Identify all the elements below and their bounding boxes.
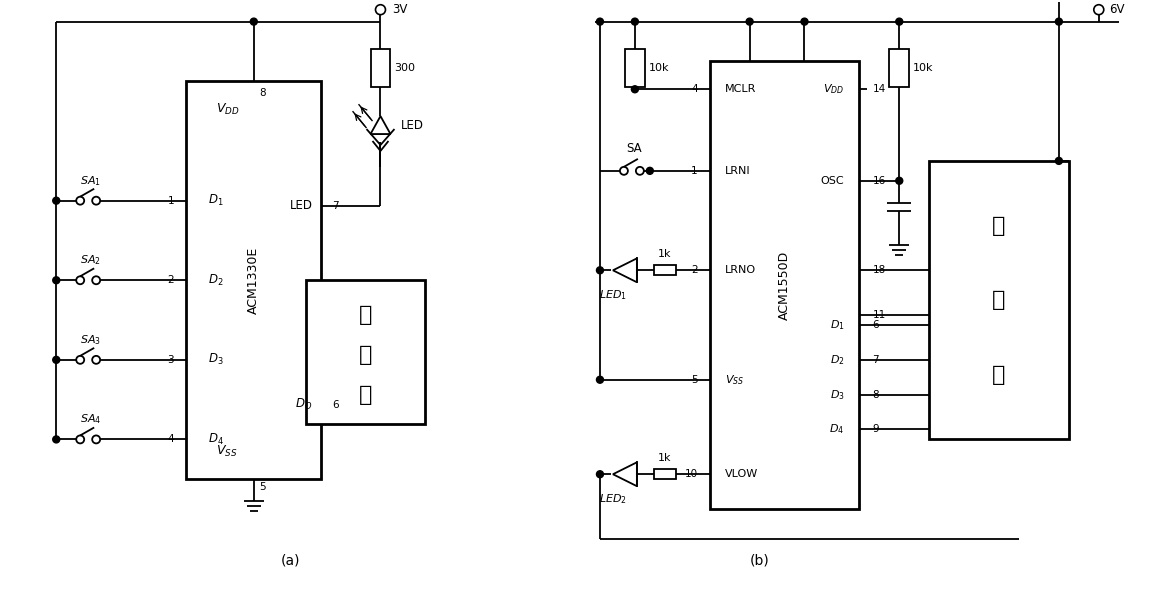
Text: ACM1330E: ACM1330E — [247, 247, 260, 314]
Circle shape — [895, 18, 902, 25]
Text: $SA_2$: $SA_2$ — [80, 253, 101, 267]
Text: 6: 6 — [333, 400, 339, 410]
Text: $D_1$: $D_1$ — [830, 318, 844, 332]
Text: (b): (b) — [750, 554, 770, 568]
Text: VLOW: VLOW — [724, 469, 758, 479]
Text: 18: 18 — [872, 265, 886, 275]
Text: $D_4$: $D_4$ — [830, 423, 844, 436]
Text: 10k: 10k — [649, 63, 669, 74]
Text: 2: 2 — [691, 265, 697, 275]
Text: 8: 8 — [259, 88, 265, 98]
Bar — [654, 469, 676, 479]
Text: LED: LED — [289, 199, 313, 212]
Text: $D_3$: $D_3$ — [830, 388, 844, 401]
Text: 11: 11 — [872, 310, 886, 320]
Text: $LED_2$: $LED_2$ — [599, 492, 627, 506]
Text: $SA_1$: $SA_1$ — [80, 174, 101, 187]
Text: $D_4$: $D_4$ — [207, 432, 224, 447]
Circle shape — [53, 277, 60, 283]
Circle shape — [895, 177, 902, 184]
Polygon shape — [613, 259, 636, 282]
Circle shape — [632, 18, 639, 25]
Circle shape — [597, 376, 604, 383]
Circle shape — [747, 18, 754, 25]
Circle shape — [646, 167, 653, 174]
Text: MCLR: MCLR — [724, 84, 756, 94]
Text: $D_3$: $D_3$ — [207, 352, 224, 368]
Text: 9: 9 — [872, 425, 879, 435]
Circle shape — [597, 18, 604, 25]
Text: 10: 10 — [684, 469, 697, 479]
Text: $D_2$: $D_2$ — [207, 273, 224, 288]
Text: LED: LED — [401, 119, 423, 132]
Text: 5: 5 — [691, 375, 697, 385]
Text: 3: 3 — [168, 355, 173, 365]
Text: 6: 6 — [872, 320, 879, 330]
Text: SA: SA — [626, 142, 642, 155]
Text: $V_{SS}$: $V_{SS}$ — [216, 444, 237, 459]
Text: 1k: 1k — [657, 453, 672, 463]
Text: 机: 机 — [359, 385, 373, 404]
Text: 1: 1 — [168, 196, 173, 206]
Bar — [929, 161, 1069, 439]
Circle shape — [251, 18, 258, 25]
Bar — [186, 81, 321, 479]
Text: 14: 14 — [872, 84, 886, 94]
Text: 射: 射 — [359, 345, 373, 365]
Text: 10k: 10k — [913, 63, 934, 74]
Text: 4: 4 — [691, 84, 697, 94]
Text: 收: 收 — [993, 290, 1006, 310]
Text: 6V: 6V — [1109, 3, 1124, 16]
Text: 8: 8 — [872, 390, 879, 400]
Text: LRNI: LRNI — [724, 166, 750, 176]
Text: 1: 1 — [691, 166, 697, 176]
Bar — [370, 49, 390, 87]
Circle shape — [53, 436, 60, 443]
Text: OSC: OSC — [820, 176, 844, 186]
Bar — [890, 49, 909, 87]
Text: $D_2$: $D_2$ — [830, 353, 844, 366]
Text: 1k: 1k — [657, 250, 672, 259]
Bar — [625, 49, 645, 87]
Text: $SA_3$: $SA_3$ — [80, 333, 101, 347]
Circle shape — [1055, 157, 1062, 164]
Text: $D_1$: $D_1$ — [207, 193, 224, 208]
Text: 5: 5 — [259, 482, 265, 492]
Circle shape — [53, 356, 60, 364]
Text: $V_{DD}$: $V_{DD}$ — [823, 82, 844, 96]
Text: (a): (a) — [281, 554, 300, 568]
Polygon shape — [613, 463, 636, 486]
Circle shape — [53, 197, 60, 204]
Bar — [306, 280, 425, 425]
Circle shape — [1055, 18, 1062, 25]
Text: $SA_4$: $SA_4$ — [80, 413, 101, 426]
Text: 7: 7 — [333, 200, 339, 211]
Text: $LED_1$: $LED_1$ — [599, 288, 627, 302]
Text: 3V: 3V — [393, 3, 408, 16]
Bar — [710, 62, 859, 509]
Text: ACM1550D: ACM1550D — [778, 251, 791, 320]
Text: 接: 接 — [993, 215, 1006, 235]
Text: LRNO: LRNO — [724, 265, 756, 275]
Text: $V_{SS}$: $V_{SS}$ — [724, 373, 744, 387]
Circle shape — [632, 86, 639, 93]
Circle shape — [597, 267, 604, 274]
Text: $V_{DD}$: $V_{DD}$ — [216, 101, 239, 117]
Bar — [654, 265, 676, 275]
Text: 16: 16 — [872, 176, 886, 186]
Polygon shape — [370, 116, 390, 134]
Text: 2: 2 — [168, 275, 173, 285]
Circle shape — [800, 18, 808, 25]
Text: 4: 4 — [168, 435, 173, 444]
Circle shape — [597, 471, 604, 478]
Text: 300: 300 — [395, 63, 415, 74]
Text: $D_O$: $D_O$ — [295, 397, 313, 412]
Text: 7: 7 — [872, 355, 879, 365]
Text: 发: 发 — [359, 305, 373, 325]
Text: 机: 机 — [993, 365, 1006, 385]
